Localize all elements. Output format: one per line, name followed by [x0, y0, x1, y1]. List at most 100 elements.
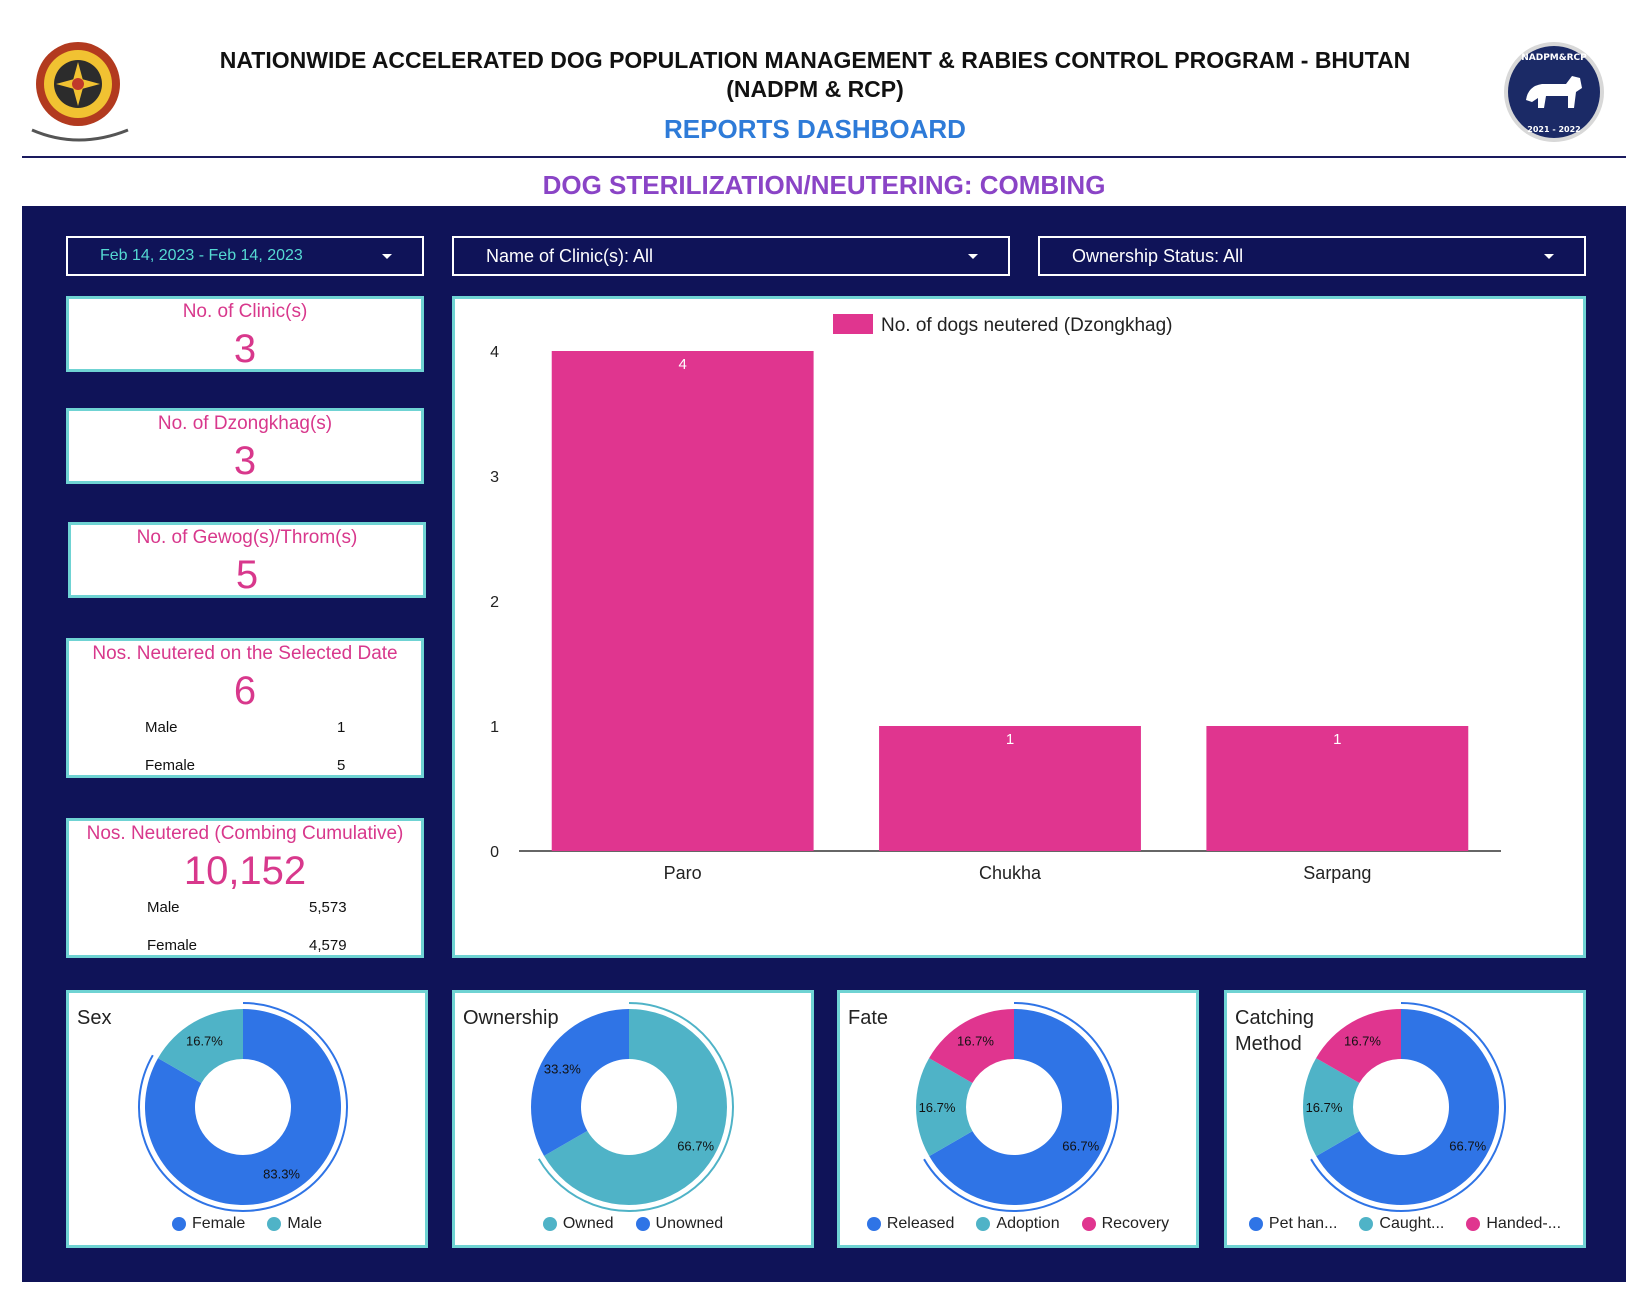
legend-item[interactable]: Female [171, 1215, 246, 1233]
donut-slice-1[interactable] [531, 1009, 629, 1156]
donut-slice-0[interactable] [929, 1009, 1112, 1205]
legend-dot-icon [976, 1217, 991, 1231]
legend-dot-icon [267, 1217, 282, 1231]
legend-dot-icon [1466, 1217, 1481, 1231]
legend-label: Handed-... [1486, 1215, 1562, 1232]
legend-dot-icon [866, 1217, 881, 1231]
svg-text:2021 - 2022: 2021 - 2022 [1527, 125, 1580, 134]
male-value: 5,573 [309, 899, 347, 916]
legend-item[interactable]: Handed-... [1466, 1215, 1561, 1233]
kpi-clinics: No. of Clinic(s) 3 [66, 296, 424, 372]
y-tick-label: 0 [490, 844, 499, 861]
donut-slice-2[interactable] [929, 1009, 1014, 1084]
female-value: 5 [337, 757, 346, 774]
date-range-filter[interactable]: Feb 14, 2023 - Feb 14, 2023 [66, 236, 424, 276]
slice-percent-label: 16.7% [919, 1100, 956, 1115]
slice-highlight-arc [138, 1002, 348, 1212]
y-tick-label: 4 [490, 344, 499, 361]
ownership-filter[interactable]: Ownership Status: All [1038, 236, 1586, 276]
slice-percent-label: 33.3% [544, 1061, 581, 1076]
kpi-label: No. of Dzongkhag(s) [157, 413, 333, 434]
kpi-selected-date: Nos. Neutered on the Selected Date 6 Mal… [66, 638, 424, 778]
header-divider [22, 156, 1626, 158]
donut-slice-1[interactable] [916, 1058, 973, 1157]
chart-legend: Owned Unowned [455, 1215, 811, 1233]
y-tick-label: 1 [490, 719, 499, 736]
legend-label: Owned [562, 1215, 614, 1232]
bar-chart-card: 0 1 2 3 4 4 Paro 1 Chukha 1 Sarpang No. of dogs neu… [452, 296, 1586, 958]
male-label: Male [145, 719, 178, 736]
legend-label: No. of dogs neutered (Dzongkhag) [881, 315, 1173, 336]
bar-paro[interactable] [551, 351, 814, 851]
kpi-gewogs: No. of Gewog(s)/Throm(s) 5 [68, 522, 426, 598]
legend-item[interactable]: Male [267, 1215, 322, 1233]
female-label: Female [147, 937, 198, 954]
legend-label: Unowned [655, 1215, 724, 1232]
dropdown-caret-icon [1544, 254, 1554, 259]
legend-label: Male [287, 1215, 323, 1232]
bar-sarpang[interactable] [1206, 726, 1469, 851]
legend-item[interactable]: Pet han... [1248, 1215, 1338, 1233]
chart-title: Catching Method [1235, 1007, 1314, 1055]
ownership-filter-label: Ownership Status: All [1072, 245, 1244, 266]
legend-item[interactable]: Released [866, 1215, 955, 1233]
chart-legend: Released Adoption Recovery [840, 1215, 1196, 1233]
bar-chukha[interactable] [879, 726, 1141, 851]
donut-slice-2[interactable] [1316, 1009, 1401, 1084]
legend-item[interactable]: Adoption [976, 1215, 1060, 1233]
male-value: 1 [337, 719, 346, 736]
slice-percent-label: 66.7% [1449, 1138, 1486, 1153]
slice-highlight-arc [1310, 1002, 1506, 1212]
donut-slice-0[interactable] [144, 1009, 341, 1205]
donut-slice-1[interactable] [158, 1009, 243, 1084]
legend-label: Recovery [1101, 1215, 1170, 1232]
kpi-value: 10,152 [183, 849, 307, 893]
dropdown-caret-icon [382, 254, 392, 259]
legend-dot-icon [1359, 1217, 1374, 1231]
donut-slice-0[interactable] [1316, 1009, 1499, 1205]
male-label: Male [147, 899, 180, 916]
bar-data-label: 1 [1006, 731, 1014, 748]
legend-label: Adoption [996, 1215, 1060, 1232]
bar-data-label: 1 [1333, 731, 1341, 748]
date-range-label: Feb 14, 2023 - Feb 14, 2023 [100, 247, 303, 264]
chart-legend: Pet han... Caught... Handed-... [1227, 1215, 1583, 1233]
chart-title: Sex [77, 1007, 112, 1029]
legend-item[interactable]: Recovery [1081, 1215, 1170, 1233]
slice-percent-label: 16.7% [1344, 1033, 1381, 1048]
clinic-filter[interactable]: Name of Clinic(s): All [452, 236, 1010, 276]
chart-title: Ownership [463, 1007, 559, 1029]
legend-label: Pet han... [1268, 1215, 1338, 1232]
x-tick-label: Sarpang [1303, 863, 1371, 883]
legend-item[interactable]: Owned [542, 1215, 614, 1233]
kpi-label: No. of Clinic(s) [182, 301, 308, 322]
ownership-donut-chart: 66.7% 33.3% [531, 1002, 734, 1212]
legend-item[interactable]: Unowned [635, 1215, 724, 1233]
donut-slice-1[interactable] [1303, 1058, 1360, 1157]
legend-dot-icon [635, 1217, 650, 1231]
y-tick-label: 2 [490, 594, 499, 611]
slice-percent-label: 16.7% [957, 1033, 994, 1048]
donut-slice-0[interactable] [544, 1009, 727, 1205]
kpi-dzongkhags: No. of Dzongkhag(s) 3 [66, 408, 424, 484]
x-tick-label: Paro [664, 863, 702, 883]
legend-label: Female [191, 1215, 246, 1232]
svg-text:NADPM&RCP: NADPM&RCP [1521, 53, 1587, 63]
slice-percent-label: 66.7% [677, 1139, 714, 1154]
kpi-label: No. of Gewog(s)/Throm(s) [136, 527, 358, 548]
x-tick-label: Chukha [979, 863, 1042, 883]
legend-item[interactable]: Caught... [1359, 1215, 1444, 1233]
sex-donut-chart: 83.3% 16.7% [138, 1002, 348, 1212]
legend-dot-icon [1081, 1217, 1096, 1231]
legend-label: Released [886, 1215, 955, 1232]
fate-chart-card: Fate 66.7% 16.7% 16.7% Released Adoption Rec… [837, 990, 1199, 1248]
bar-data-label: 4 [678, 356, 686, 373]
slice-highlight-arc [537, 1002, 734, 1212]
female-value: 4,579 [309, 937, 347, 954]
legend-dot-icon [542, 1217, 557, 1231]
slice-percent-label: 66.7% [1062, 1138, 1099, 1153]
legend-label: Caught... [1379, 1215, 1445, 1232]
kpi-value: 3 [233, 327, 257, 371]
catching-method-chart-card: Catching Method 66.7% 16.7% 16.7% Pet han.… [1224, 990, 1586, 1248]
chart-legend: Female Male [69, 1215, 425, 1233]
